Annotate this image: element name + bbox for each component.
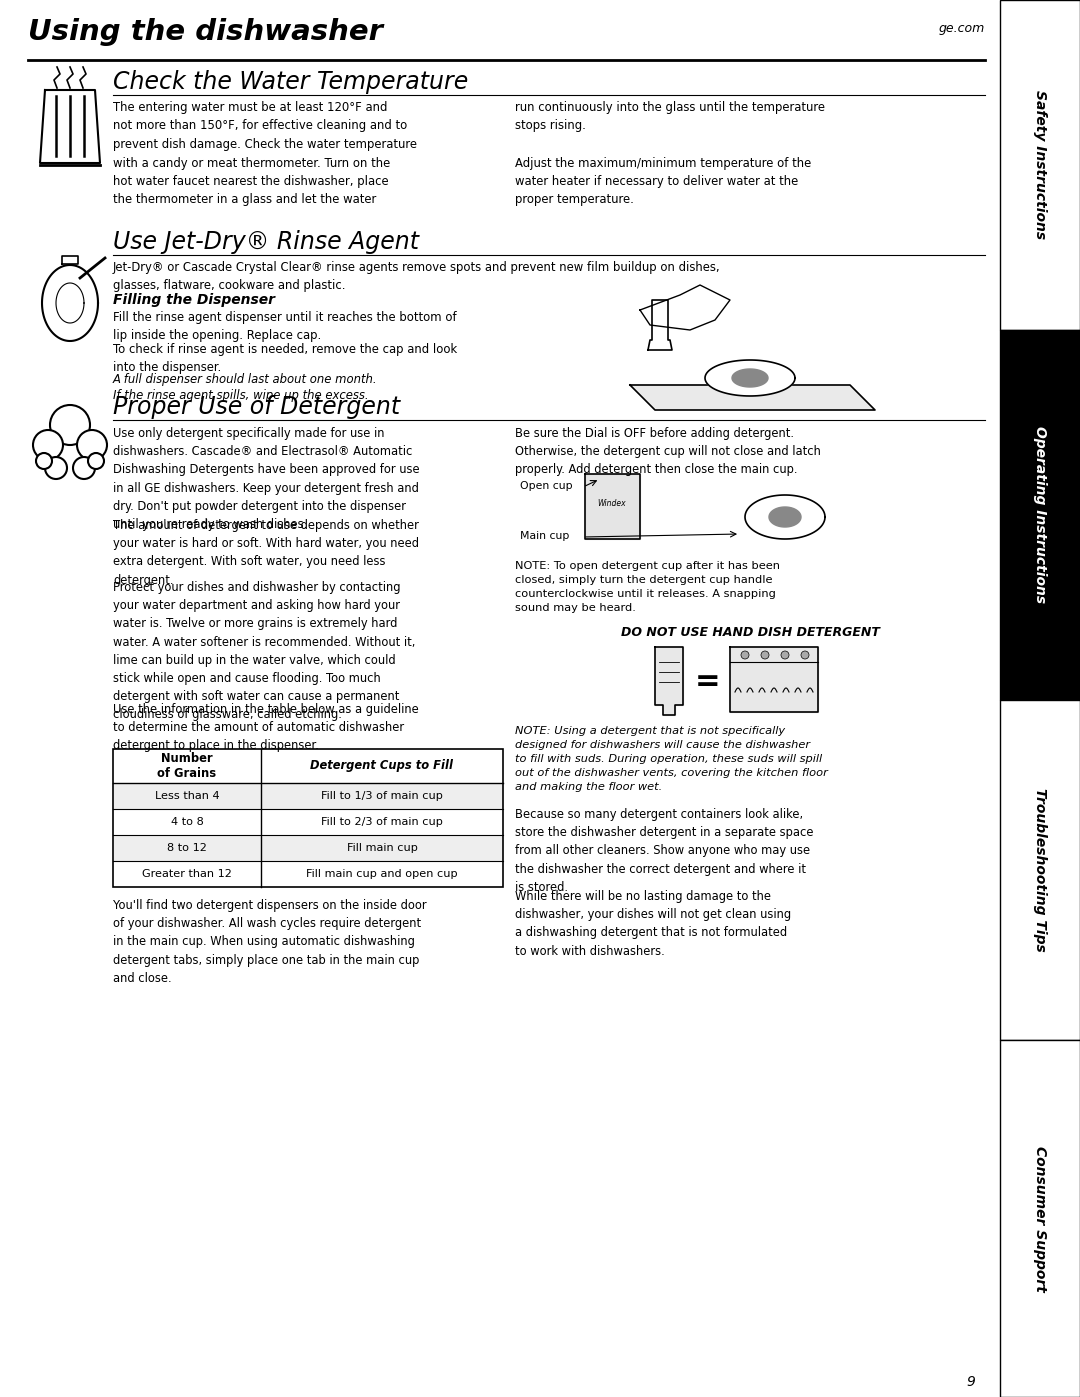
Polygon shape	[40, 89, 100, 163]
Text: Be sure the Dial is OFF before adding detergent.
Otherwise, the detergent cup wi: Be sure the Dial is OFF before adding de…	[515, 427, 821, 476]
Text: Fill to 1/3 of main cup: Fill to 1/3 of main cup	[321, 791, 443, 800]
Polygon shape	[732, 369, 768, 387]
Text: Filling the Dispenser: Filling the Dispenser	[113, 293, 275, 307]
Bar	[113, 749, 503, 887]
Text: Fill main cup: Fill main cup	[347, 842, 418, 854]
Text: Use the information in the table below as a guideline
to determine the amount of: Use the information in the table below a…	[113, 703, 419, 753]
Circle shape	[781, 651, 789, 659]
Polygon shape	[769, 507, 801, 527]
Text: Protect your dishes and dishwasher by contacting
your water department and askin: Protect your dishes and dishwasher by co…	[113, 581, 416, 721]
Text: Check the Water Temperature: Check the Water Temperature	[113, 70, 469, 94]
Text: NOTE: To open detergent cup after it has been
closed, simply turn the detergent : NOTE: To open detergent cup after it has…	[515, 562, 780, 613]
Text: =: =	[696, 668, 720, 697]
Bar	[1000, 330, 1080, 700]
Text: ge.com: ge.com	[939, 22, 985, 35]
Text: Operating Instructions: Operating Instructions	[1032, 426, 1047, 604]
Bar	[1000, 700, 1080, 1039]
Text: Windex: Windex	[597, 500, 626, 509]
Text: Open cup: Open cup	[519, 481, 572, 490]
Polygon shape	[62, 256, 78, 264]
Text: Greater than 12: Greater than 12	[143, 869, 232, 879]
Text: DO NOT USE HAND DISH DETERGENT: DO NOT USE HAND DISH DETERGENT	[621, 626, 879, 638]
Text: Fill to 2/3 of main cup: Fill to 2/3 of main cup	[321, 817, 443, 827]
Text: Proper Use of Detergent: Proper Use of Detergent	[113, 395, 400, 419]
Circle shape	[741, 651, 750, 659]
Polygon shape	[585, 474, 640, 539]
Polygon shape	[654, 647, 683, 715]
Text: Safety Instructions: Safety Instructions	[1032, 91, 1047, 239]
Bar	[1000, 1039, 1080, 1397]
Text: The entering water must be at least 120°F and
not more than 150°F, for effective: The entering water must be at least 120°…	[113, 101, 417, 207]
Text: Troubleshooting Tips: Troubleshooting Tips	[1032, 788, 1047, 951]
Polygon shape	[730, 647, 818, 712]
Text: If the rinse agent spills, wipe up the excess.: If the rinse agent spills, wipe up the e…	[113, 388, 368, 402]
Text: Less than 4: Less than 4	[154, 791, 219, 800]
Text: Detergent Cups to Fill: Detergent Cups to Fill	[311, 760, 454, 773]
Circle shape	[36, 453, 52, 469]
Polygon shape	[745, 495, 825, 539]
Text: You'll find two detergent dispensers on the inside door
of your dishwasher. All : You'll find two detergent dispensers on …	[113, 900, 427, 985]
Text: NOTE: Using a detergent that is not specifically
designed for dishwashers will c: NOTE: Using a detergent that is not spec…	[515, 726, 827, 792]
Text: run continuously into the glass until the temperature
stops rising.

Adjust the : run continuously into the glass until th…	[515, 101, 825, 207]
Text: Fill main cup and open cup: Fill main cup and open cup	[307, 869, 458, 879]
Text: Consumer Support: Consumer Support	[1032, 1146, 1047, 1291]
Text: Using the dishwasher: Using the dishwasher	[28, 18, 383, 46]
Text: 9: 9	[967, 1375, 975, 1389]
Circle shape	[50, 405, 90, 446]
Text: Number
of Grains: Number of Grains	[158, 752, 217, 780]
Polygon shape	[42, 265, 98, 341]
Circle shape	[33, 430, 63, 460]
Text: Fill the rinse agent dispenser until it reaches the bottom of
lip inside the ope: Fill the rinse agent dispenser until it …	[113, 312, 457, 342]
Circle shape	[45, 457, 67, 479]
Text: 4 to 8: 4 to 8	[171, 817, 203, 827]
Bar	[113, 835, 502, 861]
Text: Because so many detergent containers look alike,
store the dishwasher detergent : Because so many detergent containers loo…	[515, 807, 813, 894]
Polygon shape	[630, 386, 875, 409]
Text: Use Jet-Dry® Rinse Agent: Use Jet-Dry® Rinse Agent	[113, 231, 419, 254]
Text: Jet-Dry® or Cascade Crystal Clear® rinse agents remove spots and prevent new fil: Jet-Dry® or Cascade Crystal Clear® rinse…	[113, 261, 720, 292]
Polygon shape	[648, 300, 672, 351]
Text: While there will be no lasting damage to the
dishwasher, your dishes will not ge: While there will be no lasting damage to…	[515, 890, 792, 957]
Text: Use only detergent specifically made for use in
dishwashers. Cascade® and Electr: Use only detergent specifically made for…	[113, 427, 420, 531]
Text: A full dispenser should last about one month.: A full dispenser should last about one m…	[113, 373, 378, 386]
Circle shape	[761, 651, 769, 659]
Circle shape	[77, 430, 107, 460]
Circle shape	[87, 453, 104, 469]
Circle shape	[801, 651, 809, 659]
Text: Main cup: Main cup	[519, 531, 569, 541]
Text: 8 to 12: 8 to 12	[167, 842, 207, 854]
Text: To check if rinse agent is needed, remove the cap and look
into the dispenser.: To check if rinse agent is needed, remov…	[113, 344, 457, 374]
Bar	[1000, 0, 1080, 330]
Polygon shape	[705, 360, 795, 395]
Circle shape	[73, 457, 95, 479]
Bar	[113, 784, 502, 809]
Text: The amount of detergent to use depends on whether
your water is hard or soft. Wi: The amount of detergent to use depends o…	[113, 520, 419, 587]
